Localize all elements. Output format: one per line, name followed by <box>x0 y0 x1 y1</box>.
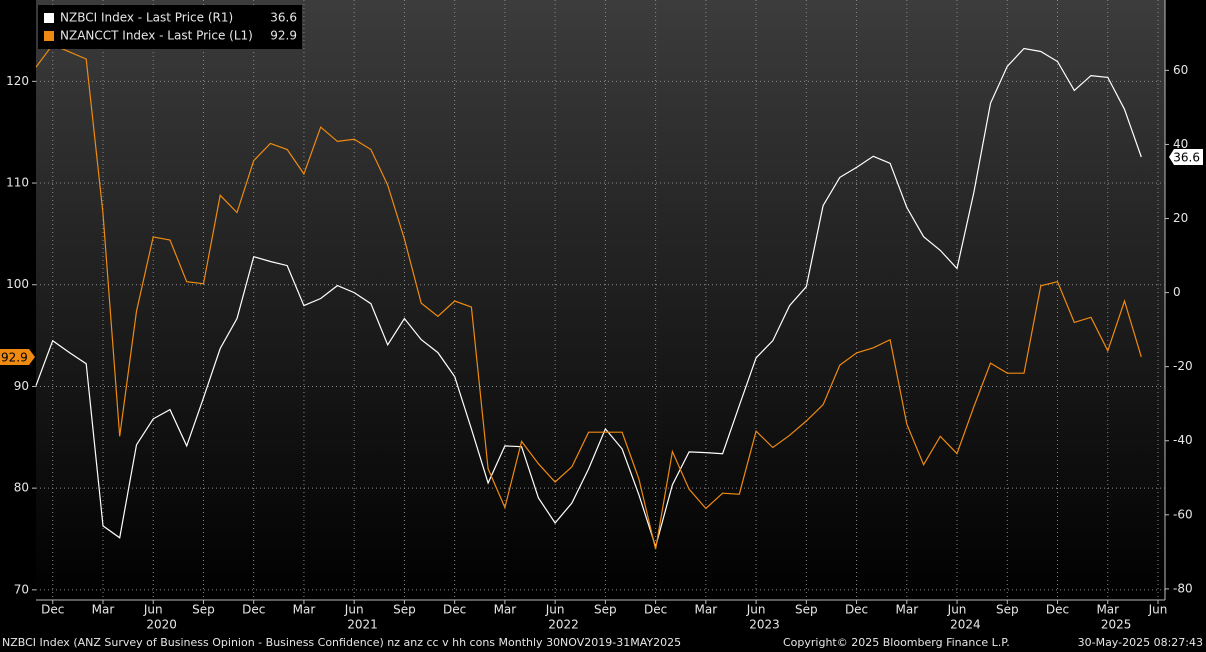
x-tick-label: Mar <box>92 603 115 617</box>
y2-tick-label: 60 <box>1173 63 1188 77</box>
x-tick-label: Sep <box>393 603 416 617</box>
y-tick-label: 90 <box>14 379 29 393</box>
x-tick-label: Dec <box>1046 603 1069 617</box>
x-tick-label: Jun <box>143 603 163 617</box>
y2-tick-label: -80 <box>1173 581 1193 595</box>
legend-label: NZBCI Index - Last Price (R1) <box>60 11 233 25</box>
x-tick-label: Sep <box>192 603 215 617</box>
x-tick-label: Jun <box>344 603 364 617</box>
x-tick-label: Jun <box>746 603 766 617</box>
y2-tick-label: 0 <box>1173 285 1181 299</box>
legend: NZBCI Index - Last Price (R1) 36.6 NZANCCT… <box>38 5 302 49</box>
footer-description: NZBCI Index (ANZ Survey of Business Opin… <box>2 636 681 649</box>
legend-box <box>38 5 302 49</box>
last-value-tag <box>0 348 35 365</box>
x-tick-label: Dec <box>443 603 466 617</box>
y2-tick-label: 40 <box>1173 137 1188 151</box>
last-value-tag <box>1169 149 1203 166</box>
x-year-label: 2022 <box>548 618 579 632</box>
x-tick-label: Dec <box>41 603 64 617</box>
x-tick-label: Sep <box>996 603 1019 617</box>
plot-area <box>36 0 1165 600</box>
x-year-label: 2024 <box>950 618 981 632</box>
footer-copyright: Copyright© 2025 Bloomberg Finance L.P. <box>783 636 1010 649</box>
x-tick-label: Sep <box>795 603 818 617</box>
y-tick-label: 70 <box>14 582 29 596</box>
legend-swatch <box>44 31 54 41</box>
x-year-label: 2021 <box>347 618 378 632</box>
y-tick-label: 100 <box>6 277 29 291</box>
last-value-label: 36.6 <box>1173 151 1200 165</box>
legend-swatch <box>44 13 54 23</box>
x-tick-label: Dec <box>644 603 667 617</box>
x-year-label: 2023 <box>749 618 780 632</box>
x-tick-label: Dec <box>845 603 868 617</box>
footer-timestamp: 30-May-2025 08:27:43 <box>1078 636 1203 649</box>
x-tick-label: Sep <box>594 603 617 617</box>
legend-value: 92.9 <box>270 29 297 43</box>
x-tick-label: Mar <box>695 603 718 617</box>
series-line <box>35 47 1142 549</box>
last-value-label: 92.9 <box>1 350 28 364</box>
y2-tick-label: -40 <box>1173 433 1193 447</box>
x-tick-label: Mar <box>494 603 517 617</box>
x-year-label: 2020 <box>146 618 177 632</box>
y-tick-label: 110 <box>6 176 29 190</box>
y2-tick-label: -60 <box>1173 507 1193 521</box>
x-tick-label: Mar <box>293 603 316 617</box>
legend-label: NZANCCT Index - Last Price (L1) <box>60 29 253 43</box>
x-tick-label: Mar <box>1096 603 1119 617</box>
y-tick-label: 80 <box>14 481 29 495</box>
legend-value: 36.6 <box>270 11 297 25</box>
x-tick-label: Jun <box>545 603 565 617</box>
y2-tick-label: -20 <box>1173 359 1193 373</box>
x-tick-label: Dec <box>242 603 265 617</box>
series-line <box>35 43 1142 550</box>
x-tick-label: Mar <box>895 603 918 617</box>
x-year-label: 2025 <box>1101 618 1132 632</box>
y-tick-label: 120 <box>6 74 29 88</box>
x-tick-label: Jun <box>1148 603 1168 617</box>
y2-tick-label: 20 <box>1173 211 1188 225</box>
x-tick-label: Jun <box>947 603 967 617</box>
